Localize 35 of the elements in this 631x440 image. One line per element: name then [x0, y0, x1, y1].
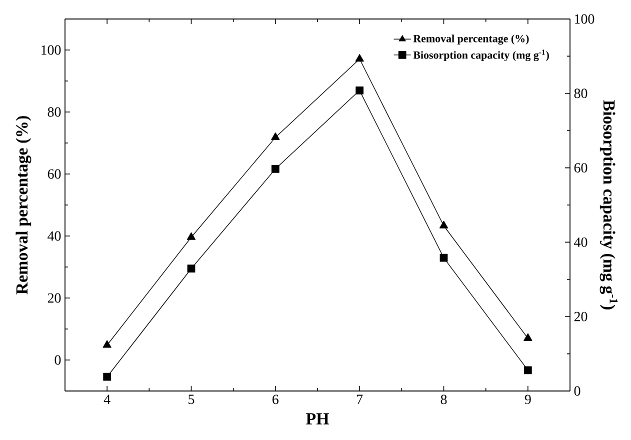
legend-label: Biosorption capacity (mg g$^{-1}$) — [413, 50, 549, 62]
y2-tick-label: 100 — [574, 14, 594, 24]
point — [440, 254, 448, 262]
y2-axis-title: Biosorption capacity (mg g$^{-1}$) — [600, 100, 618, 310]
y2-tick-label: 60 — [574, 163, 588, 173]
y-tick-label: 40 — [48, 231, 61, 241]
y-tick-label: 0 — [54, 355, 61, 365]
point — [271, 132, 280, 140]
point — [102, 340, 112, 348]
x-tick-label: 7 — [357, 394, 363, 404]
y2-tick-label: 80 — [574, 88, 588, 98]
point — [355, 54, 364, 62]
point — [524, 333, 532, 341]
y-tick-label: 80 — [48, 107, 61, 117]
x-tick-label: 5 — [188, 394, 194, 404]
x-tick-label: 9 — [524, 394, 531, 404]
y2-tick-label: 40 — [574, 237, 588, 247]
point — [439, 220, 448, 228]
x-axis-title: PH — [306, 413, 329, 424]
x-tick-label: 8 — [440, 394, 447, 404]
x-tick-label: 6 — [272, 394, 278, 404]
point — [103, 372, 112, 381]
y2-tick-label: 20 — [574, 312, 588, 322]
y-tick-label: 20 — [48, 293, 61, 303]
x-tick-label: 4 — [104, 394, 110, 404]
point — [524, 366, 532, 374]
point — [187, 264, 196, 273]
y-axis-title: Removal percentage (%) — [16, 116, 32, 294]
y2-tick-label: 0 — [574, 386, 580, 396]
y-tick-label: 60 — [48, 169, 61, 179]
point — [186, 232, 196, 240]
y-tick-label: 100 — [42, 45, 61, 55]
point — [271, 164, 280, 173]
point — [356, 86, 364, 94]
legend-label: Removal percentage (%) — [413, 34, 529, 45]
